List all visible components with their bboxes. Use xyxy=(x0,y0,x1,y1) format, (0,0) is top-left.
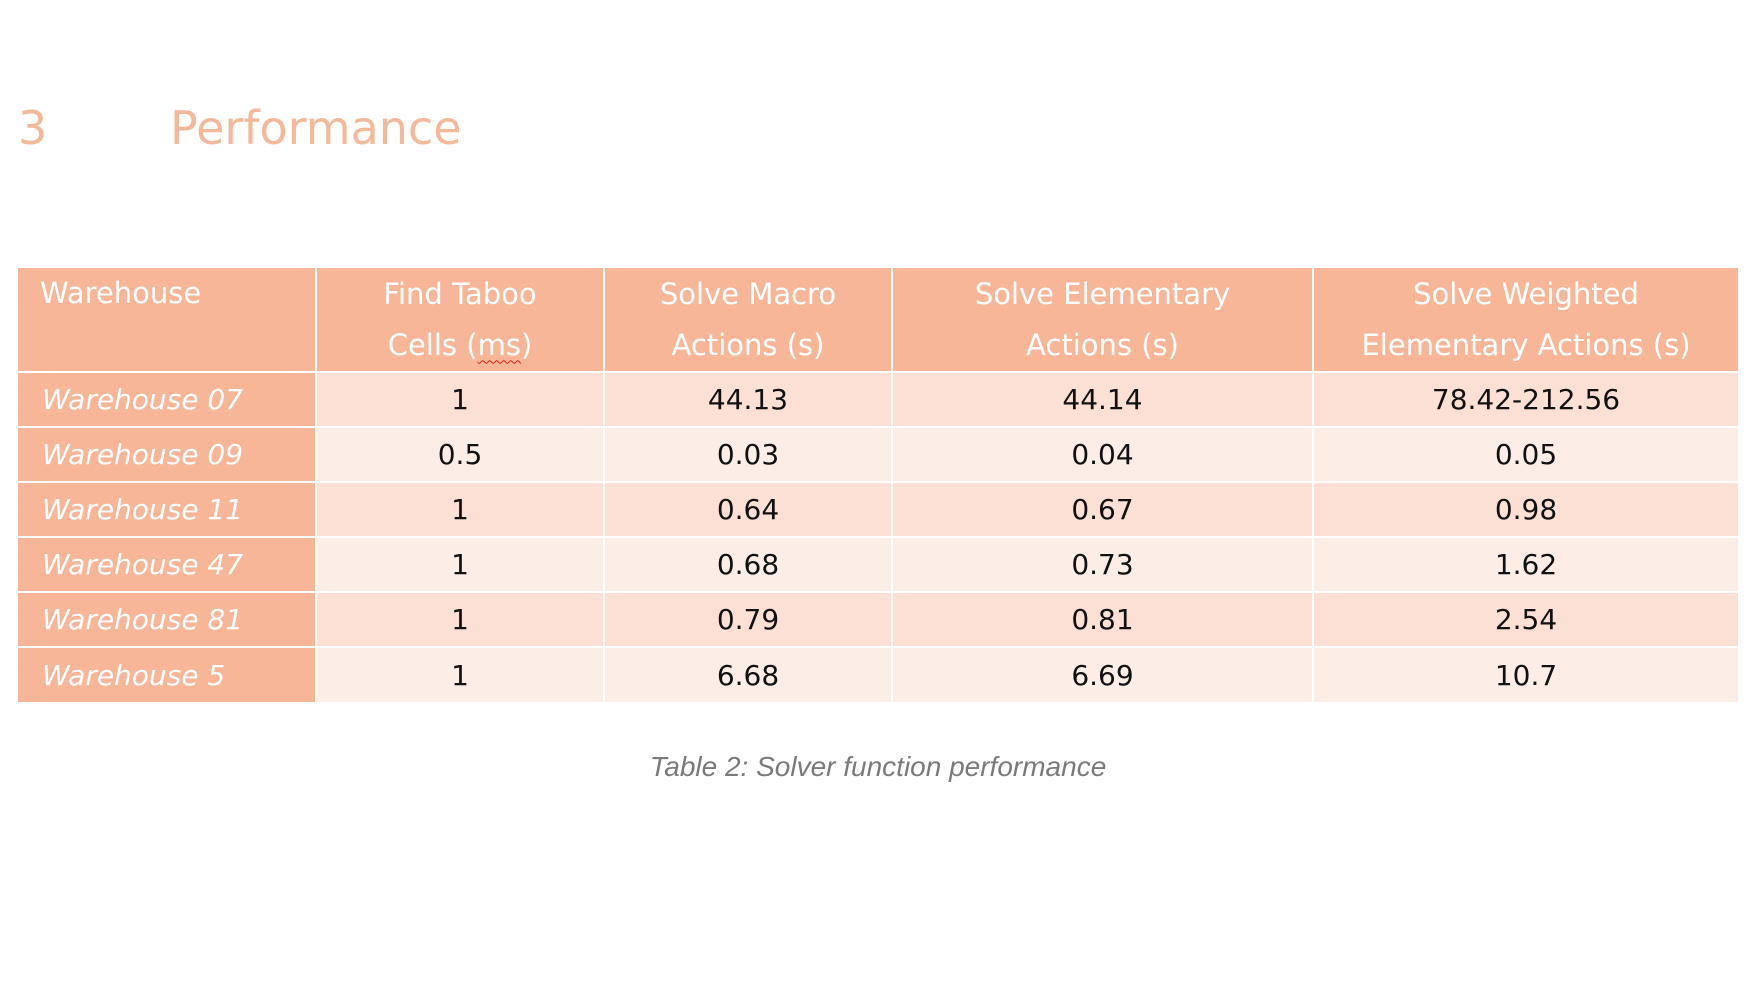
cell-solve-elementary: 0.81 xyxy=(891,591,1313,647)
cell-solve-elementary: 0.67 xyxy=(891,481,1313,537)
cell-solve-macro: 0.79 xyxy=(603,591,892,647)
cell-solve-macro: 0.68 xyxy=(603,536,892,592)
row-label: Warehouse 09 xyxy=(18,426,316,482)
row-label: Warehouse 07 xyxy=(18,371,316,427)
cell-find-taboo: 1 xyxy=(315,371,604,427)
row-label: Warehouse 47 xyxy=(18,536,316,592)
cell-find-taboo: 1 xyxy=(315,536,604,592)
cell-solve-macro: 0.03 xyxy=(603,426,892,482)
row-label: Warehouse 81 xyxy=(18,591,316,647)
cell-solve-macro: 44.13 xyxy=(603,371,892,427)
cell-solve-elementary: 0.73 xyxy=(891,536,1313,592)
row-label: Warehouse 11 xyxy=(18,481,316,537)
cell-find-taboo: 0.5 xyxy=(315,426,604,482)
table-row: Warehouse 47 1 0.68 0.73 1.62 xyxy=(18,536,1738,592)
header-solve-weighted: Solve Weighted Elementary Actions (s) xyxy=(1312,268,1738,372)
table-caption: Table 2: Solver function performance xyxy=(649,751,1107,782)
cell-find-taboo: 1 xyxy=(315,481,604,537)
cell-solve-weighted: 1.62 xyxy=(1312,536,1738,592)
header-find-taboo-cells: Find Taboo Cells (ms) xyxy=(315,268,604,372)
header-warehouse: Warehouse xyxy=(18,268,316,372)
cell-solve-elementary: 0.04 xyxy=(891,426,1313,482)
spellcheck-underline: ms xyxy=(477,327,521,362)
table-header-row: Warehouse Find Taboo Cells (ms) Solve Mac… xyxy=(18,268,1738,372)
header-solve-macro: Solve Macro Actions (s) xyxy=(603,268,892,372)
cell-solve-macro: 6.68 xyxy=(603,646,892,702)
table-row: Warehouse 09 0.5 0.03 0.04 0.05 xyxy=(18,426,1738,482)
cell-solve-weighted: 78.42-212.56 xyxy=(1312,371,1738,427)
cell-solve-weighted: 0.98 xyxy=(1312,481,1738,537)
section-title: Performance xyxy=(170,101,462,155)
table-row: Warehouse 11 1 0.64 0.67 0.98 xyxy=(18,481,1738,537)
cell-solve-elementary: 6.69 xyxy=(891,646,1313,702)
cell-find-taboo: 1 xyxy=(315,646,604,702)
cell-find-taboo: 1 xyxy=(315,591,604,647)
header-solve-elementary: Solve Elementary Actions (s) xyxy=(891,268,1313,372)
table-row: Warehouse 07 1 44.13 44.14 78.42-212.56 xyxy=(18,371,1738,427)
row-label: Warehouse 5 xyxy=(18,646,316,702)
table-row: Warehouse 5 1 6.68 6.69 10.7 xyxy=(18,646,1738,702)
performance-table: Warehouse Find Taboo Cells (ms) Solve Mac… xyxy=(18,268,1738,702)
table-row: Warehouse 81 1 0.79 0.81 2.54 xyxy=(18,591,1738,647)
cell-solve-macro: 0.64 xyxy=(603,481,892,537)
cell-solve-weighted: 10.7 xyxy=(1312,646,1738,702)
section-number: 3 xyxy=(18,101,48,155)
cell-solve-weighted: 2.54 xyxy=(1312,591,1738,647)
cell-solve-weighted: 0.05 xyxy=(1312,426,1738,482)
cell-solve-elementary: 44.14 xyxy=(891,371,1313,427)
